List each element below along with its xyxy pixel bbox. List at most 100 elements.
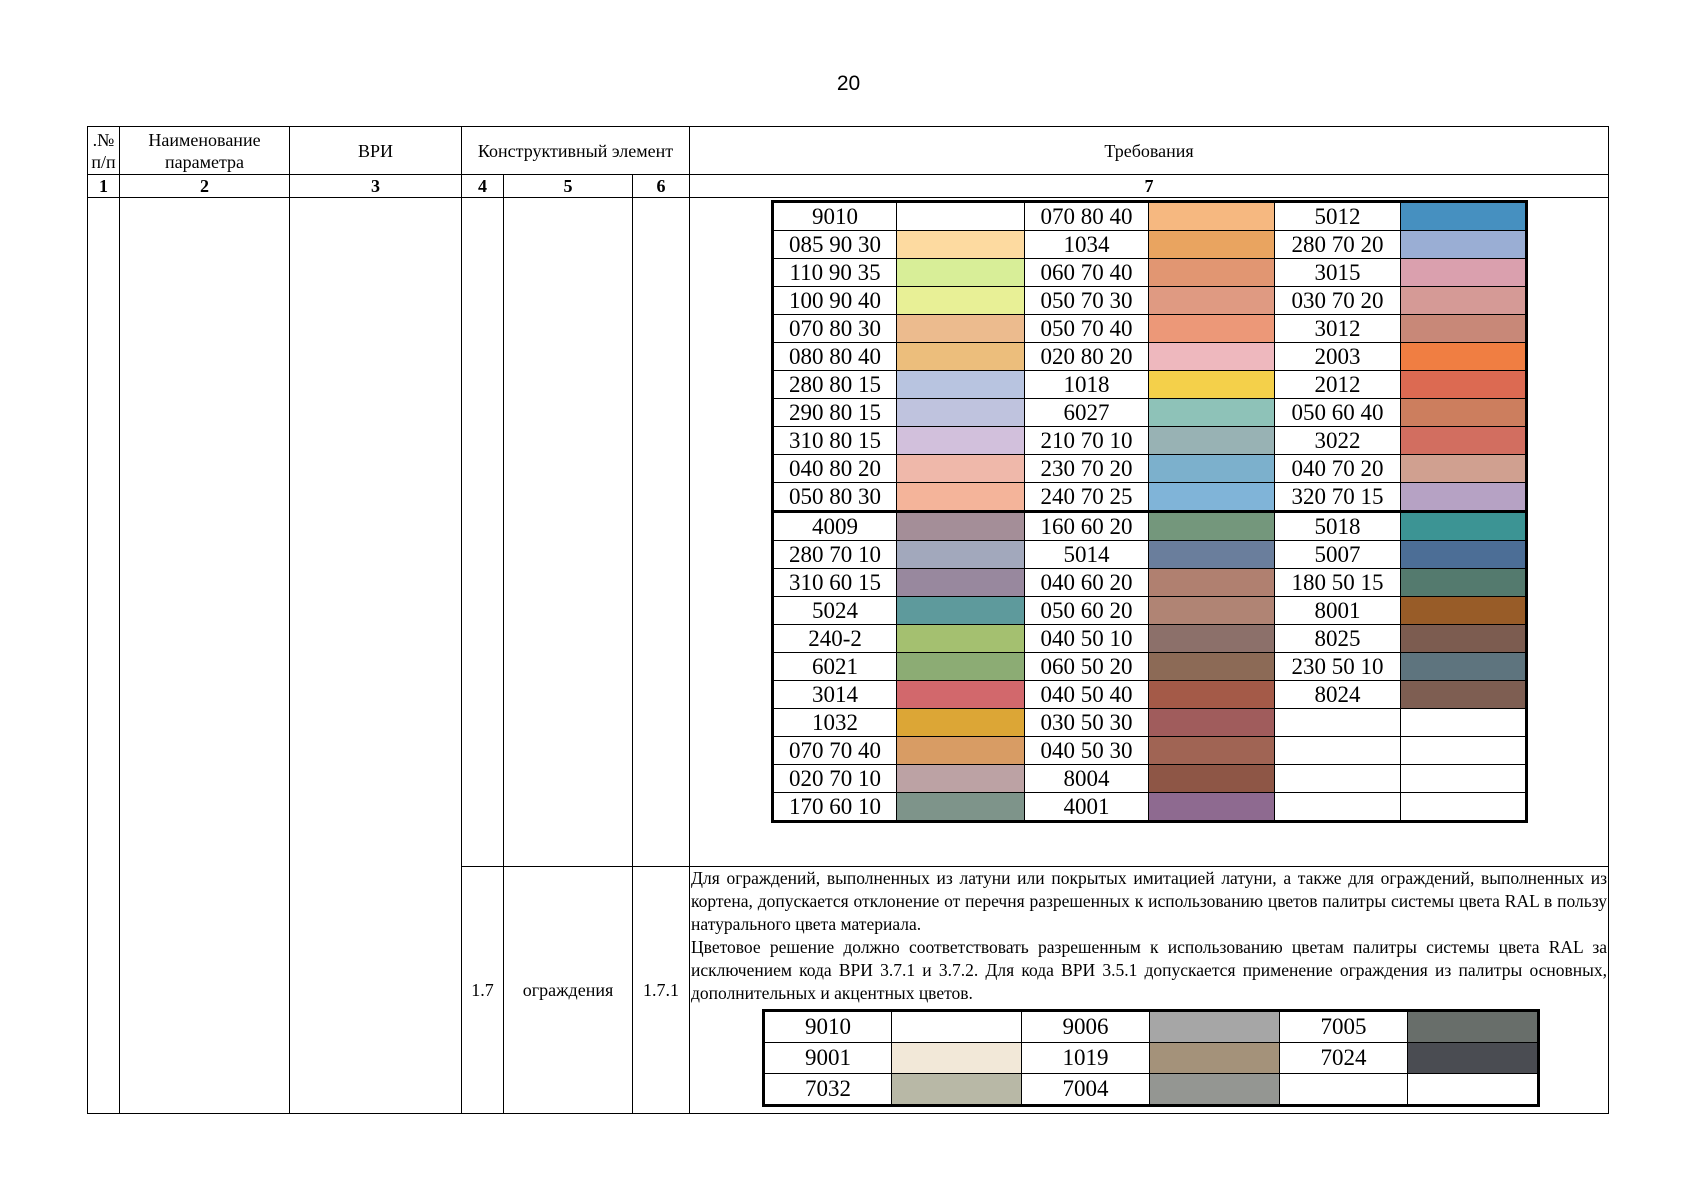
color-swatch	[896, 286, 1026, 315]
color-swatch	[1148, 624, 1276, 653]
color-swatch	[1400, 398, 1528, 427]
color-code: 070 80 40	[1024, 201, 1150, 231]
color-code	[1279, 1073, 1409, 1106]
item-number: 1.7.1	[631, 866, 691, 1114]
color-swatch	[896, 426, 1026, 455]
color-code: 8004	[1024, 764, 1150, 793]
palette-row: 280 70 10 5014 5007	[772, 540, 1528, 569]
color-swatch	[891, 1073, 1023, 1106]
column-number: 4	[461, 174, 504, 198]
palette-row: 100 90 40 050 70 30 030 70 20	[772, 286, 1528, 315]
palette-row: 310 80 15 210 70 10 3022	[772, 426, 1528, 455]
empty-cell	[461, 197, 504, 867]
color-code: 070 70 40	[772, 736, 898, 765]
color-swatch	[896, 510, 1026, 541]
palette-row: 020 70 10 8004	[772, 764, 1528, 793]
color-code: 310 60 15	[772, 568, 898, 597]
color-code: 180 50 15	[1274, 568, 1402, 597]
color-swatch	[1407, 1042, 1540, 1074]
fence-requirements: Для ограждений, выполненных из латуни ил…	[689, 866, 1610, 1114]
color-swatch	[896, 314, 1026, 343]
color-swatch	[896, 370, 1026, 399]
color-code: 230 70 20	[1024, 454, 1150, 483]
color-code: 9010	[763, 1010, 893, 1043]
color-swatch	[1148, 792, 1276, 822]
color-code: 9006	[1021, 1010, 1151, 1043]
header-parameter-name: Наименование параметра	[119, 126, 290, 175]
color-code: 040 70 20	[1274, 454, 1402, 483]
color-swatch	[1149, 1042, 1281, 1074]
palette-row: 9010 070 80 40 5012 085 90 30 1034 280 70 20 1…	[87, 197, 1610, 1114]
color-code: 1019	[1021, 1042, 1151, 1074]
palette-row: 085 90 30 1034 280 70 20	[772, 230, 1528, 259]
header-vri: ВРИ	[289, 126, 462, 175]
color-code: 7004	[1021, 1073, 1151, 1106]
color-swatch	[1148, 398, 1276, 427]
fence-row: 1.7 ограждения 1.7.1 Для ограждений, вып…	[88, 866, 1610, 1114]
fence-color-palette-table: 9010 9006 7005 9001 1019 7024 7032 7004	[762, 1009, 1541, 1107]
color-swatch	[1400, 764, 1528, 793]
color-code: 8024	[1274, 680, 1402, 709]
section-number: 1.7	[461, 866, 504, 1114]
color-swatch	[891, 1010, 1023, 1043]
color-swatch	[1148, 454, 1276, 483]
color-code: 050 70 40	[1024, 314, 1150, 343]
color-swatch	[1400, 510, 1528, 541]
palette-row: 070 80 30 050 70 40 3012	[772, 314, 1528, 343]
palette-row: 170 60 10 4001	[772, 792, 1528, 822]
color-code: 110 90 35	[772, 258, 898, 287]
color-swatch	[1400, 201, 1528, 231]
color-swatch	[1148, 596, 1276, 625]
palette-row: 070 70 40 040 50 30	[772, 736, 1528, 765]
color-code: 5014	[1024, 540, 1150, 569]
color-code: 9001	[763, 1042, 893, 1074]
palette-cell: 9010 070 80 40 5012 085 90 30 1034 280 70 20 1…	[689, 197, 1610, 867]
palette-row: 040 80 20 230 70 20 040 70 20	[772, 454, 1528, 483]
color-code: 5007	[1274, 540, 1402, 569]
color-code: 060 70 40	[1024, 258, 1150, 287]
color-swatch	[1400, 624, 1528, 653]
color-code: 160 60 20	[1024, 510, 1150, 541]
color-code: 020 70 10	[772, 764, 898, 793]
color-code: 7024	[1279, 1042, 1409, 1074]
color-swatch	[1148, 286, 1276, 315]
color-swatch	[1400, 596, 1528, 625]
color-swatch	[1148, 258, 1276, 287]
color-swatch	[1148, 201, 1276, 231]
column-number: 1	[87, 174, 120, 198]
color-code: 1034	[1024, 230, 1150, 259]
color-code: 6027	[1024, 398, 1150, 427]
color-swatch	[1400, 736, 1528, 765]
color-code: 4009	[772, 510, 898, 541]
color-swatch	[1400, 708, 1528, 737]
palette-row: 1032 030 50 30	[772, 708, 1528, 737]
palette-row: 280 80 15 1018 2012	[772, 370, 1528, 399]
color-swatch	[1148, 568, 1276, 597]
color-swatch	[1400, 792, 1528, 822]
header-structural-element: Конструктивный элемент	[460, 126, 691, 175]
palette-row: 080 80 40 020 80 20 2003	[772, 342, 1528, 371]
color-swatch	[1148, 370, 1276, 399]
color-code: 6021	[772, 652, 898, 681]
empty-cell	[503, 197, 633, 867]
color-code	[1274, 708, 1402, 737]
palette-row: 240-2 040 50 10 8025	[772, 624, 1528, 653]
color-swatch	[1400, 314, 1528, 343]
color-code: 040 50 30	[1024, 736, 1150, 765]
color-swatch	[1400, 342, 1528, 371]
color-swatch	[1400, 680, 1528, 709]
color-swatch	[1400, 652, 1528, 681]
color-code: 070 80 30	[772, 314, 898, 343]
page-number: 20	[836, 72, 861, 95]
color-swatch	[1148, 510, 1276, 541]
color-swatch	[1407, 1010, 1540, 1043]
color-swatch	[896, 454, 1026, 483]
color-code: 280 70 10	[772, 540, 898, 569]
color-swatch	[1148, 736, 1276, 765]
color-swatch	[1149, 1010, 1281, 1043]
color-code: 290 80 15	[772, 398, 898, 427]
color-code: 080 80 40	[772, 342, 898, 371]
color-code: 7005	[1279, 1010, 1409, 1043]
palette-row: 7032 7004	[763, 1073, 1540, 1106]
requirement-paragraph: Цветовое решение должно соответствовать …	[691, 937, 1608, 1003]
